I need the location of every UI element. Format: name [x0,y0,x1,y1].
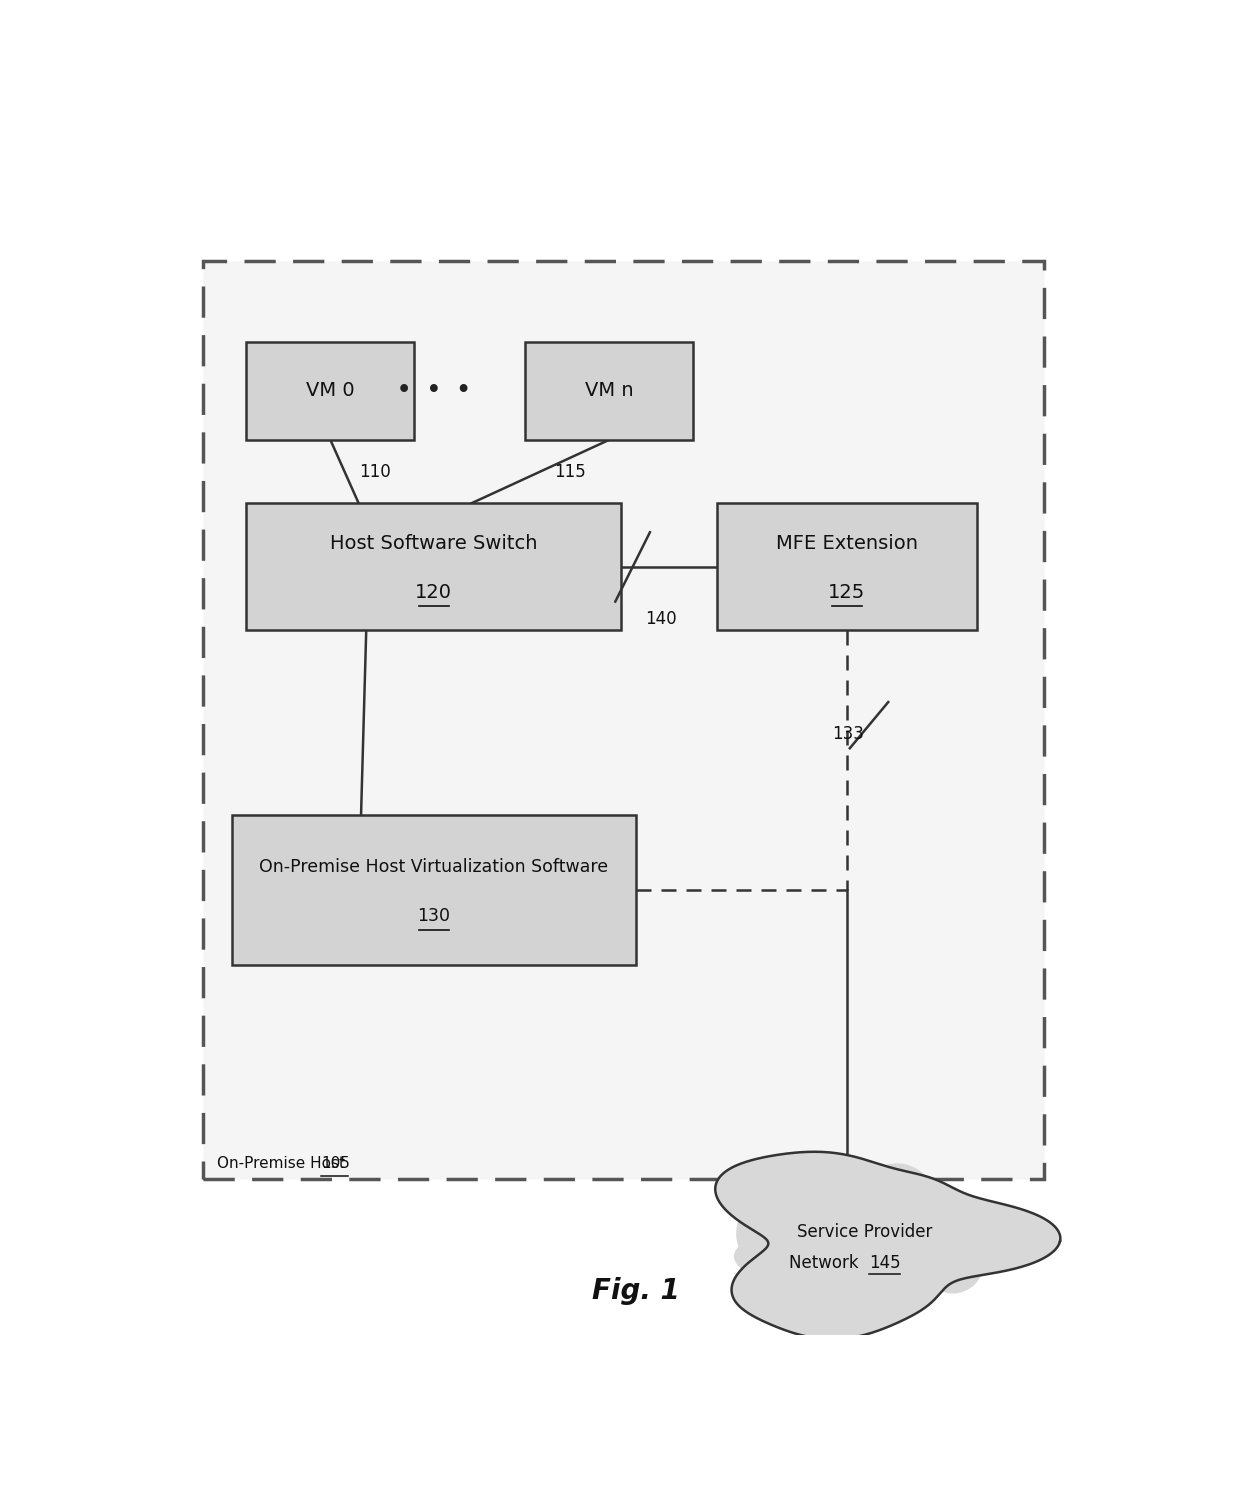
Text: •  •  •: • • • [397,380,470,400]
Ellipse shape [737,1192,818,1275]
FancyBboxPatch shape [247,504,621,630]
Text: 120: 120 [415,584,453,602]
Ellipse shape [856,1164,937,1252]
Text: Service Provider: Service Provider [796,1222,932,1240]
Ellipse shape [734,1222,994,1292]
FancyBboxPatch shape [203,261,1044,1179]
Text: 105: 105 [321,1156,350,1172]
Text: MFE Extension: MFE Extension [776,534,918,554]
FancyBboxPatch shape [717,504,977,630]
Text: 110: 110 [358,462,391,480]
Text: 140: 140 [645,610,677,628]
FancyBboxPatch shape [525,342,693,439]
Text: 145: 145 [869,1254,900,1272]
Text: VM 0: VM 0 [306,381,355,400]
Text: Network: Network [790,1254,864,1272]
Ellipse shape [785,1162,870,1254]
Text: 130: 130 [417,906,450,924]
Text: On-Premise Host Virtualization Software: On-Premise Host Virtualization Software [259,858,609,876]
Text: Host Software Switch: Host Software Switch [330,534,537,554]
Text: 133: 133 [832,726,864,744]
Text: On-Premise Host: On-Premise Host [217,1156,351,1172]
Text: Fig. 1: Fig. 1 [591,1276,680,1305]
Ellipse shape [915,1196,987,1270]
FancyBboxPatch shape [247,342,414,439]
FancyBboxPatch shape [232,816,635,966]
Text: 115: 115 [554,462,587,480]
Ellipse shape [921,1230,983,1293]
Ellipse shape [742,1227,808,1290]
Text: 125: 125 [828,584,866,602]
Polygon shape [715,1152,1060,1340]
Text: VM n: VM n [585,381,634,400]
